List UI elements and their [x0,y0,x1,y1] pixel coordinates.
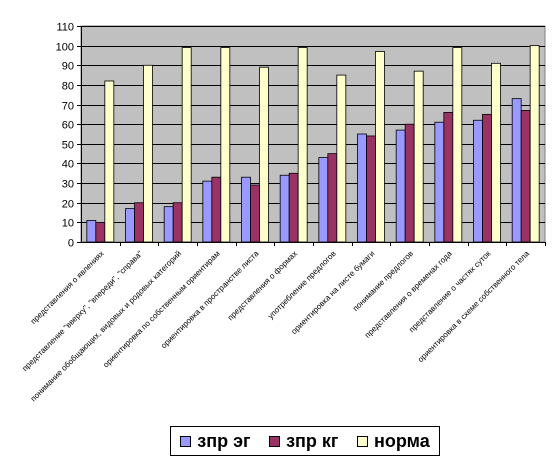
legend-swatch-1 [269,435,281,447]
bar-2-0 [163,206,174,243]
bar-3-2 [220,47,231,243]
plot-area [80,25,546,243]
bar-6-2 [336,74,347,243]
bar-0-1 [95,221,106,243]
legend-label-2: норма [374,430,430,451]
x-tick-label-10: представление о частях суток [407,249,493,335]
bar-11-0 [511,98,522,243]
y-tick-label: 0 [68,238,74,250]
y-tick-label: 20 [62,199,74,211]
legend-item-2: норма [357,431,430,452]
y-tick-label: 110 [56,22,74,34]
plot-background [80,25,546,243]
legend-label-0: зпр эг [197,430,251,451]
x-tick-label-7: ориентировка на листе бумаги [289,249,376,336]
x-tick-label-2: понимание обобщающих, видовых и родовых … [29,249,183,403]
y-tick-label: 80 [62,81,74,93]
bar-4-0 [241,176,251,243]
bars [86,45,540,243]
x-tick-label-0: представления о явлениях [29,249,106,326]
y-tick-label: 90 [62,61,74,73]
y-tick-label: 10 [62,218,74,230]
bar-7-1 [366,135,376,243]
legend: зпр эг зпр кг норма [170,426,440,456]
bar-0-0 [86,219,97,243]
bar-1-0 [125,208,135,243]
bar-11-1 [520,110,531,243]
bar-2-1 [172,202,183,243]
bar-9-1 [443,112,454,243]
y-tick-label: 70 [62,101,74,113]
legend-swatch-2 [357,435,368,447]
bar-5-1 [288,172,299,243]
bar-0-2 [104,80,115,243]
bar-10-0 [473,119,483,243]
bar-8-2 [413,70,424,243]
legend-item-0: зпр эг [180,430,251,452]
bar-2-2 [181,47,192,243]
bar-6-0 [318,157,329,243]
bar-4-1 [250,184,260,243]
y-tick-label: 60 [62,120,74,132]
legend-label-1: зпр кг [286,430,339,451]
bar-1-2 [143,64,153,243]
legend-swatch-0 [180,435,192,447]
x-tick-label-6: употребление предлогов [266,249,338,321]
bar-7-0 [357,133,367,243]
bar-11-2 [529,45,540,243]
bar-6-1 [327,153,338,243]
bar-10-1 [482,113,492,243]
legend-item-1: зпр кг [269,431,338,452]
y-tick-label: 50 [62,140,74,152]
y-tick-label: 40 [62,159,74,171]
y-axis: 0 10 20 30 40 50 60 70 80 90 100 110 [56,22,82,250]
y-tick-label: 30 [62,179,74,191]
bar-3-1 [211,176,222,243]
bar-4-2 [259,66,269,243]
bar-8-0 [395,129,406,243]
bar-3-0 [202,180,213,243]
bar-1-1 [134,202,144,243]
bar-7-2 [375,51,385,243]
bar-9-0 [434,121,445,243]
bar-8-1 [404,123,415,243]
bar-5-2 [297,47,308,243]
bar-5-0 [279,174,290,243]
bar-9-2 [452,47,463,243]
y-tick-label: 100 [56,42,74,54]
bar-10-2 [491,62,501,243]
x-tick-label-5: представления о формах [226,249,299,322]
